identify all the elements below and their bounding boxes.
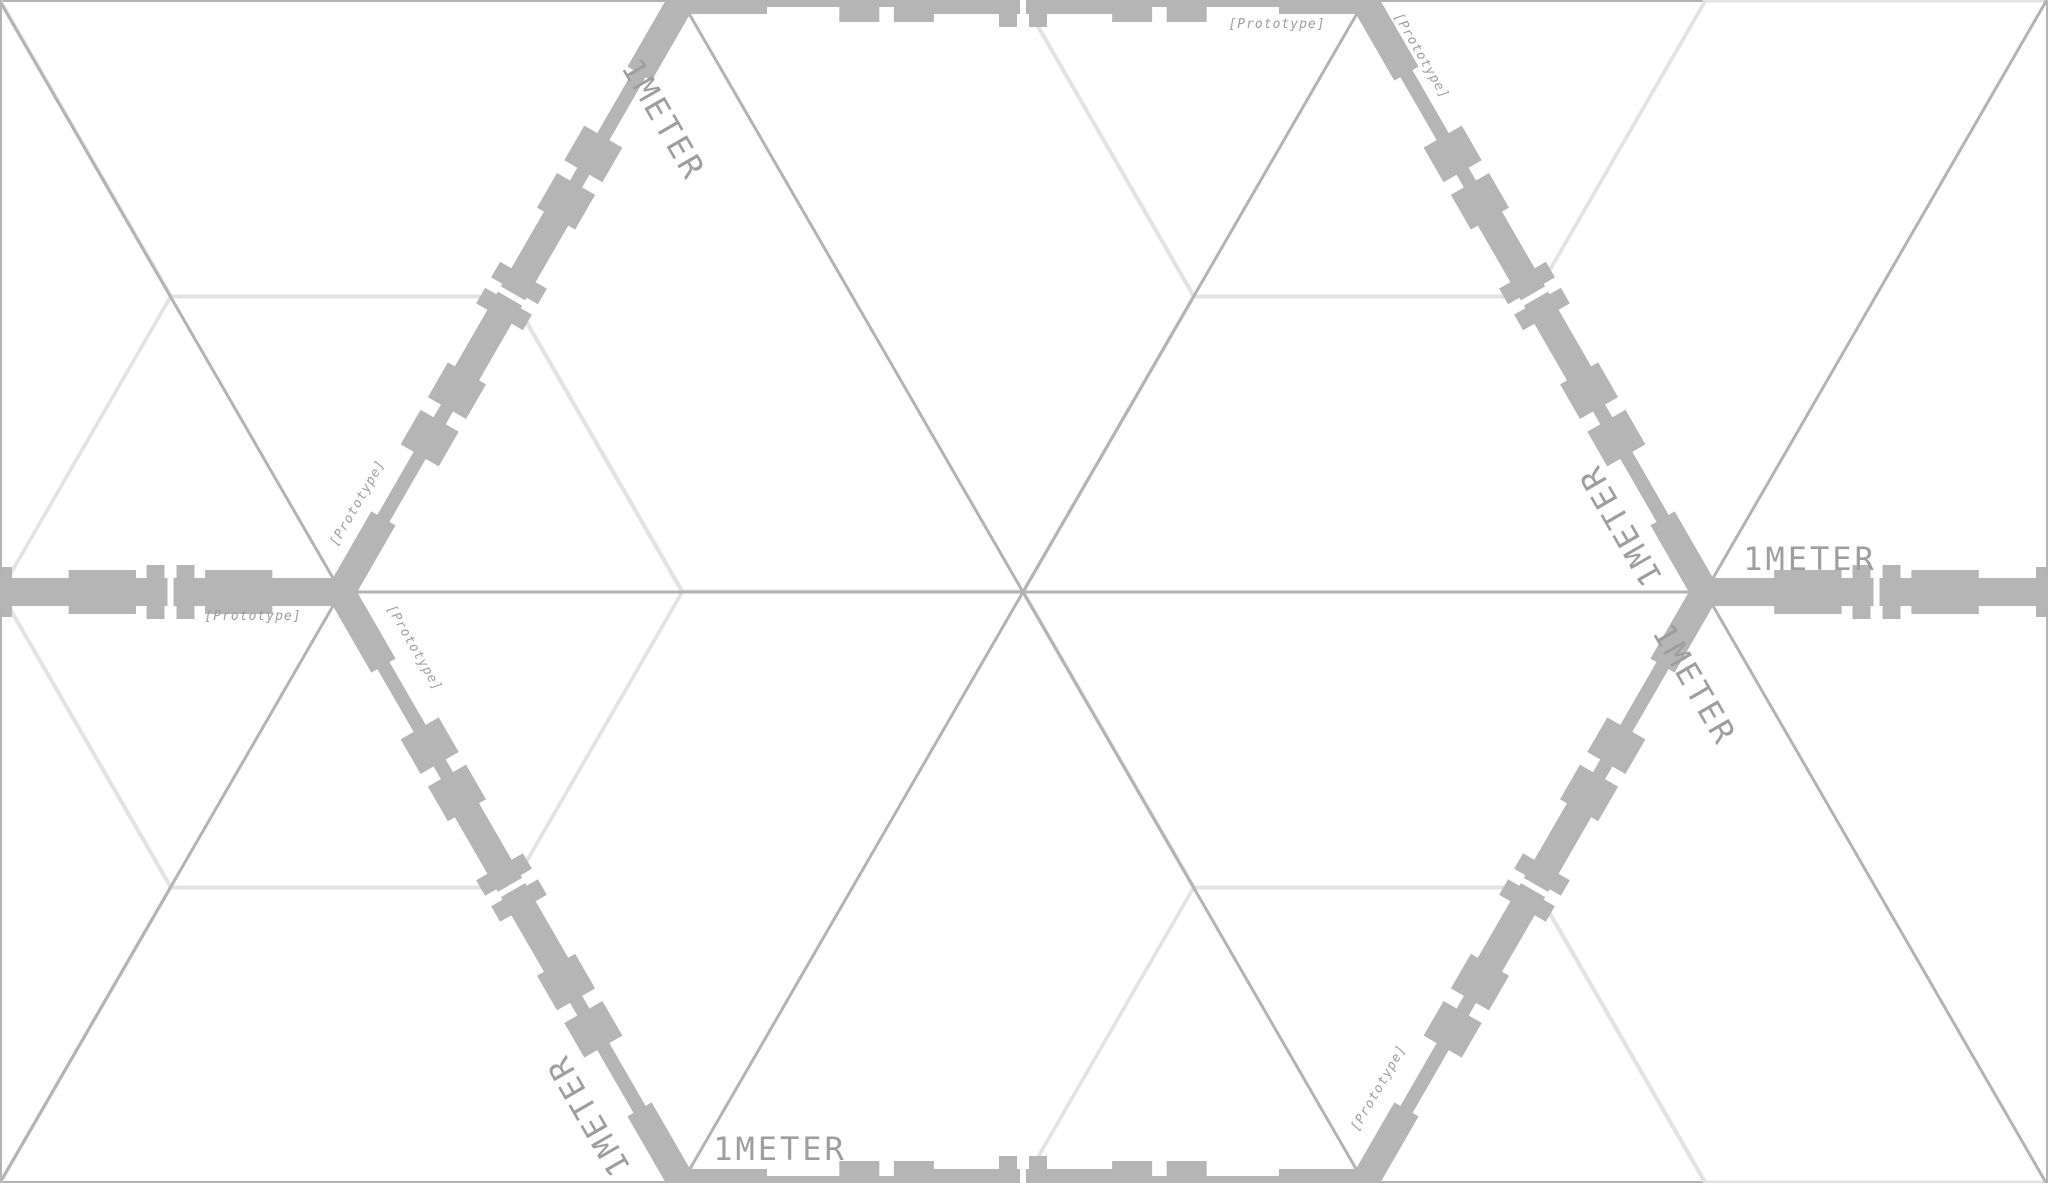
bar-joint-gap [167,567,174,617]
bar-block [839,0,880,22]
bar-node [1689,576,1721,608]
bar-node [1348,0,1380,16]
bar-joint-gap [1020,0,1026,25]
meter-bar [1348,0,1721,608]
bar-node [666,1167,698,1183]
bar-joint [1029,0,1047,27]
bar-node [325,576,357,608]
bar-joint [999,1156,1017,1183]
bar-joint [999,0,1017,27]
bar-joint [1852,565,1871,619]
bar-joint [1029,1156,1047,1183]
prototype-label-top: [Prototype] [1228,17,1325,32]
bar-joint [1882,565,1901,619]
bar-joint [476,853,532,896]
bar-end-block [1279,0,1364,14]
bar-block [400,409,459,467]
bar-joint-gap [1511,872,1558,903]
bar-joint [1514,287,1570,331]
meter-label-bottom-horizontal: 1METER [713,1130,847,1168]
bar-end-cap-left [2,567,12,617]
meter-bar [666,1156,1380,1183]
bar-block [400,717,459,774]
bar-block [913,1169,1024,1183]
bar-end-block [682,1169,767,1183]
bar-end-block [1279,1169,1364,1183]
bar-joint-gap [1873,567,1880,617]
diagonal-line [680,0,1367,1183]
bar-block [913,0,1024,14]
bar-joint-gap [488,872,535,903]
bar-block [1423,125,1482,183]
bar-joint-gap [1511,280,1558,312]
meter-bar [0,565,357,619]
bar-block [1166,0,1207,22]
bar-joint [476,287,532,331]
meter-label-right-horizontal: 1METER [1743,540,1877,578]
bar-block [1587,717,1646,774]
bar-joint [1499,879,1555,922]
bar-block [1022,1169,1133,1183]
bar-end-cap-right [2036,567,2046,617]
bar-block [1587,409,1646,467]
bar-block [1022,0,1133,14]
bar-block [1423,1001,1482,1058]
bar-block [1166,1161,1207,1183]
bar-joint [491,261,547,305]
bar-joint [491,879,547,922]
bar-joint-gap [488,280,535,312]
bar-end-block [682,0,767,14]
bar-block [839,1161,880,1183]
bar-joint [1499,261,1555,305]
meter-bar [1348,575,1721,1183]
bar-joint [1514,853,1570,896]
prototype-label-left-horizontal: [Prototype] [204,609,301,624]
bar-joint-gap [1020,1158,1026,1183]
bar-joint [176,565,195,619]
bar-node [1348,1167,1380,1183]
bar-node [666,0,698,16]
bar-block [564,125,623,183]
bar-joint [146,565,165,619]
bar-block [564,1001,623,1058]
